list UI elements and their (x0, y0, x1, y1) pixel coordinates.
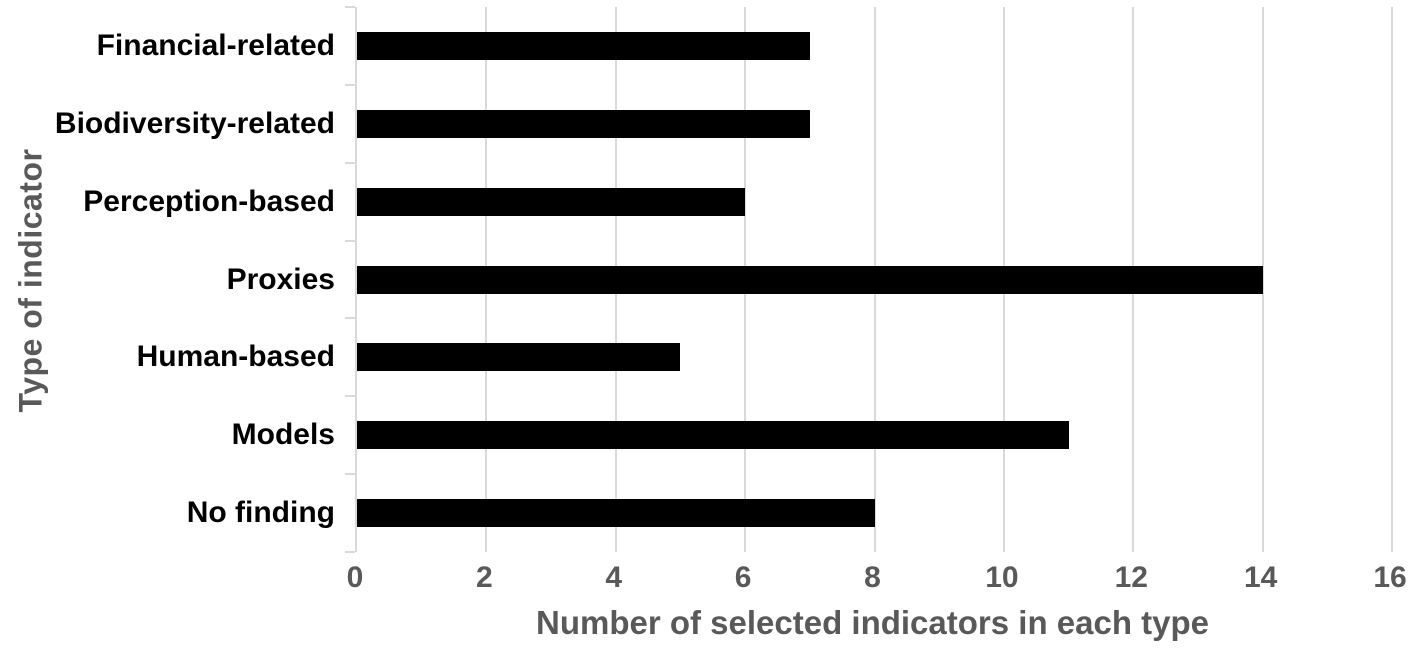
y-axis-tick (345, 473, 355, 475)
bar (357, 421, 1069, 449)
x-tick-label: 12 (1114, 561, 1148, 594)
y-category-label: Financial-related (96, 29, 335, 62)
y-axis-tick (345, 6, 355, 8)
bar (357, 188, 745, 216)
gridline (1391, 7, 1393, 552)
y-axis-tick (345, 551, 355, 553)
x-tick-label: 2 (476, 561, 493, 594)
y-category-label: Biodiversity-related (54, 107, 335, 140)
y-category-label: Perception-based (83, 185, 335, 218)
bar (357, 266, 1263, 294)
plot-area (345, 6, 1393, 553)
x-tick-label: 16 (1373, 561, 1407, 594)
y-category-label: No finding (186, 496, 335, 529)
x-tick-label: 6 (734, 561, 752, 594)
bar (357, 32, 810, 60)
x-tick-label: 8 (864, 561, 881, 594)
y-axis-tick (345, 240, 355, 242)
x-tick-label: 4 (605, 561, 623, 594)
y-axis-tick (345, 162, 355, 164)
y-axis-tick (345, 395, 355, 397)
bar (357, 110, 810, 138)
y-axis-tick (345, 84, 355, 86)
y-axis-tick (345, 317, 355, 319)
x-axis-title: Number of selected indicators in each ty… (535, 604, 1210, 641)
bar (357, 499, 875, 527)
y-category-label: Proxies (226, 263, 335, 296)
x-tick-label: 14 (1243, 561, 1278, 594)
bar (357, 343, 680, 371)
x-tick-label: 0 (346, 561, 364, 594)
x-tick-labels: 0 2 4 6 8 10 12 14 16 (0, 560, 1417, 600)
y-category-label: Models (231, 418, 335, 451)
y-category-label: Human-based (136, 340, 335, 373)
x-tick-label: 10 (985, 561, 1019, 594)
category-labels: Financial-related Biodiversity-related Per… (0, 7, 335, 552)
